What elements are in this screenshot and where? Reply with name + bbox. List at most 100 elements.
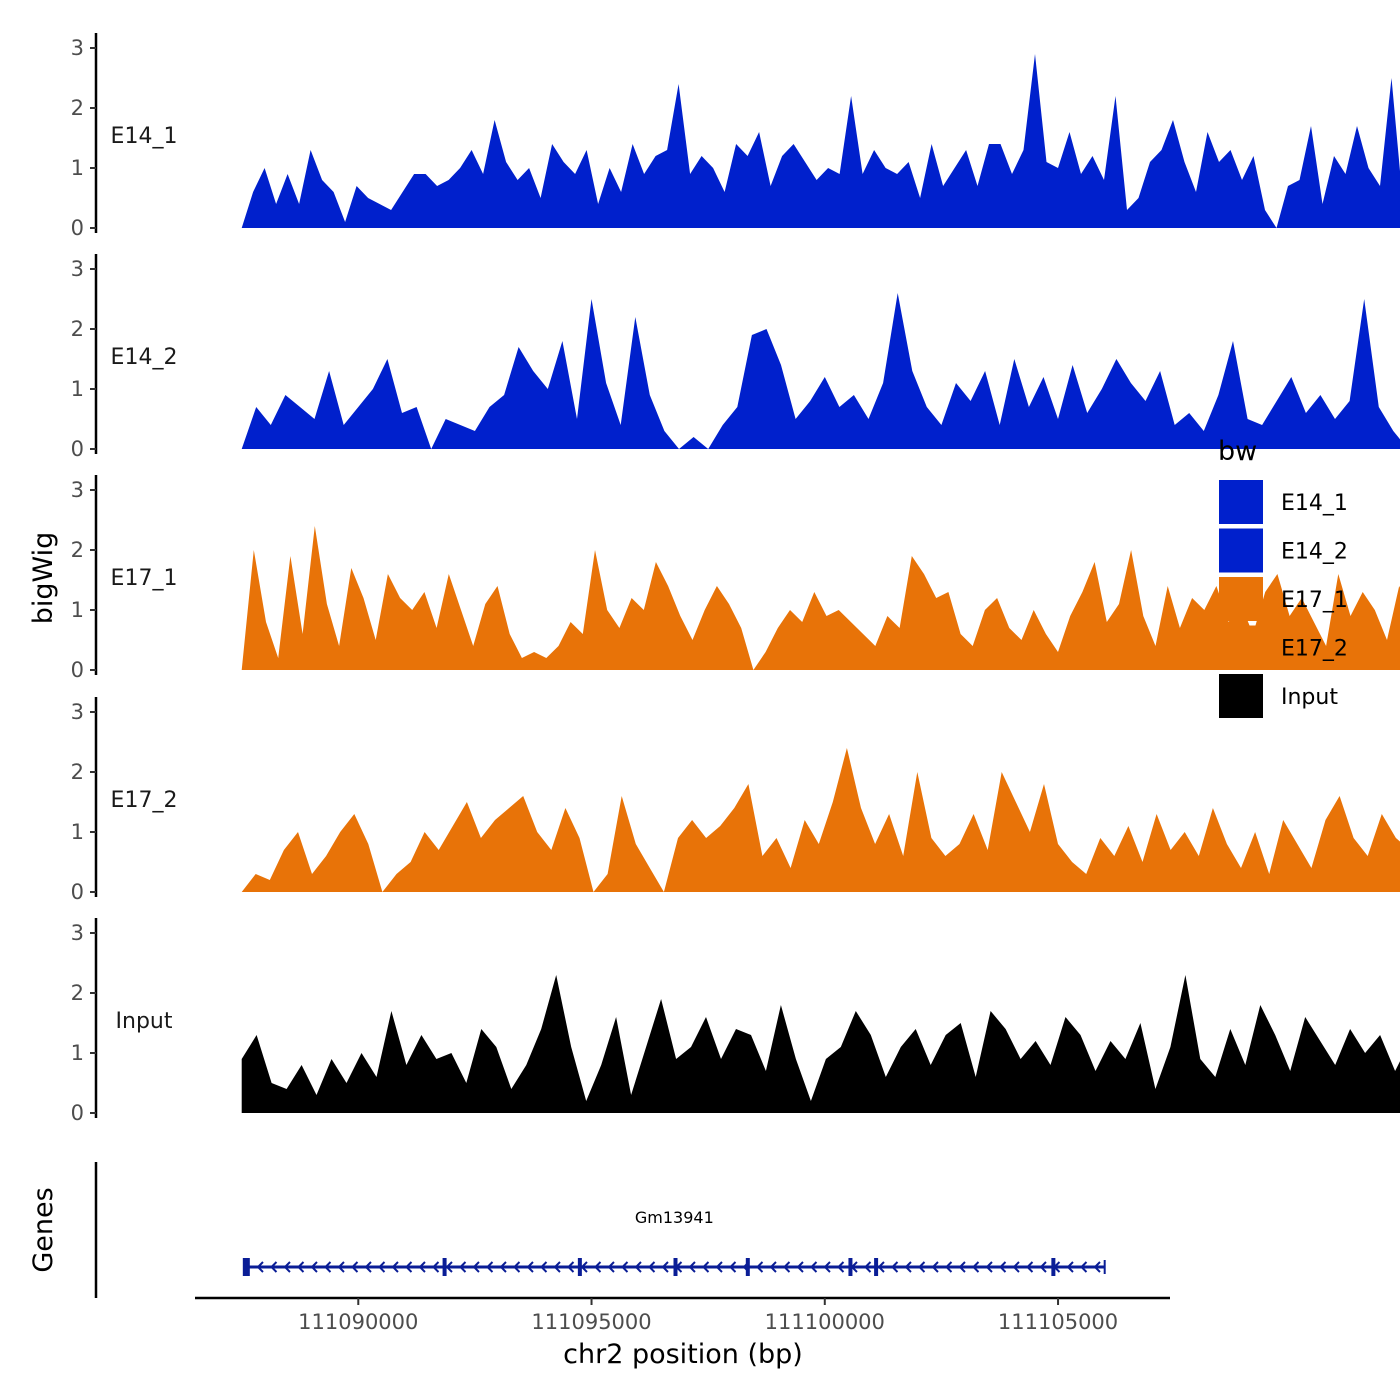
legend-swatch xyxy=(1219,625,1263,670)
strand-arrow xyxy=(1039,1261,1047,1273)
strand-arrow xyxy=(972,1261,980,1273)
y-tick-label: 2 xyxy=(71,538,84,562)
strand-arrow xyxy=(931,1261,939,1273)
y-tick-label: 3 xyxy=(71,36,84,60)
strand-arrow xyxy=(1026,1261,1034,1273)
legend-swatch xyxy=(1219,480,1263,524)
exon-block xyxy=(442,1258,447,1276)
legend-item: E14_2 xyxy=(1219,528,1348,573)
strand-arrow xyxy=(823,1261,831,1273)
strand-arrow xyxy=(1080,1261,1088,1273)
strand-arrow xyxy=(904,1261,912,1273)
x-tick-label: 111090000 xyxy=(298,1310,418,1334)
x-tick-label: 111100000 xyxy=(765,1310,885,1334)
x-tick-label: 111095000 xyxy=(531,1310,651,1334)
track-e17-2: 0 1 2 3 E17_2 xyxy=(71,697,1400,904)
strand-arrow xyxy=(688,1261,696,1273)
y-tick-label: 1 xyxy=(71,1041,84,1065)
strand-arrow xyxy=(580,1261,588,1273)
strand-arrow xyxy=(810,1261,818,1273)
track-e14-2: 0 1 2 3 E14_2 xyxy=(71,254,1400,461)
signal-area-e14-1 xyxy=(241,54,1400,228)
genes-panel: Genes Gm13941 xyxy=(28,1162,1106,1298)
strand-arrow xyxy=(999,1261,1007,1273)
strand-arrow xyxy=(634,1261,642,1273)
strand-arrow xyxy=(594,1261,602,1273)
y-tick-label: 0 xyxy=(71,216,84,240)
y-tick-label: 1 xyxy=(71,598,84,622)
y-axis-title: bigWig xyxy=(28,532,59,625)
signal-tracks: 0 1 2 3 E14_1 0 1 2 3 E14_2 0 1 2 3 E17_1 0 1 2 3 E17_2 0 1 2 3… xyxy=(71,33,1400,1125)
strand-arrow xyxy=(1012,1261,1020,1273)
legend-item: E17_2 xyxy=(1219,625,1348,670)
x-axis-title: chr2 position (bp) xyxy=(563,1339,803,1370)
y-tick-label: 1 xyxy=(71,156,84,180)
x-axis: 111090000 111095000 111100000 111105000 chr… xyxy=(195,1296,1170,1370)
legend-label: E17_2 xyxy=(1281,637,1348,662)
legend-item: E14_1 xyxy=(1219,480,1348,524)
legend-swatch xyxy=(1219,577,1263,621)
strand-arrow xyxy=(256,1261,264,1273)
strand-arrow xyxy=(526,1261,534,1273)
strand-arrow xyxy=(310,1261,318,1273)
track-label: E17_1 xyxy=(111,566,178,591)
y-tick-label: 2 xyxy=(71,96,84,120)
exon-block xyxy=(848,1258,853,1276)
strand-arrow xyxy=(432,1261,440,1273)
y-tick-label: 3 xyxy=(71,700,84,724)
y-tick-label: 2 xyxy=(71,317,84,341)
strand-arrow xyxy=(958,1261,966,1273)
strand-arrow xyxy=(513,1261,521,1273)
y-tick-label: 2 xyxy=(71,760,84,784)
exon-block xyxy=(673,1258,678,1276)
strand-arrow xyxy=(729,1261,737,1273)
exon-block xyxy=(1051,1258,1056,1276)
strand-arrow xyxy=(567,1261,575,1273)
legend: bw E14_1 E14_2 E17_1 E17_2 Input xyxy=(1218,436,1348,718)
signal-area-e14-2 xyxy=(241,293,1400,449)
legend-swatch xyxy=(1219,674,1263,718)
strand-arrow xyxy=(445,1261,453,1273)
track-label: E14_1 xyxy=(111,124,178,149)
strand-arrow xyxy=(553,1261,561,1273)
strand-arrow xyxy=(540,1261,548,1273)
genes-axis-title: Genes xyxy=(28,1187,59,1272)
strand-arrow xyxy=(378,1261,386,1273)
y-tick-label: 3 xyxy=(71,478,84,502)
strand-arrow xyxy=(472,1261,480,1273)
legend-label: E17_1 xyxy=(1281,588,1348,613)
strand-arrow xyxy=(297,1261,305,1273)
legend-swatch xyxy=(1219,528,1263,573)
exon-block xyxy=(745,1258,750,1276)
strand-arrow xyxy=(283,1261,291,1273)
strand-arrow xyxy=(756,1261,764,1273)
legend-label: E14_1 xyxy=(1281,491,1348,516)
strand-arrow xyxy=(337,1261,345,1273)
strand-arrow xyxy=(1066,1261,1074,1273)
track-e14-1: 0 1 2 3 E14_1 xyxy=(71,33,1400,240)
legend-item: E17_1 xyxy=(1219,577,1348,621)
x-ticks: 111090000 111095000 111100000 111105000 xyxy=(298,1298,1118,1334)
y-tick-label: 2 xyxy=(71,981,84,1005)
strand-arrow xyxy=(486,1261,494,1273)
strand-arrow xyxy=(351,1261,359,1273)
strand-arrow xyxy=(891,1261,899,1273)
exon-block xyxy=(242,1258,250,1276)
signal-area-e17-2 xyxy=(241,748,1400,892)
exon-block xyxy=(874,1258,879,1276)
strand-arrow xyxy=(945,1261,953,1273)
strand-arrow xyxy=(364,1261,372,1273)
strand-arrow xyxy=(324,1261,332,1273)
track-input: 0 1 2 3 Input xyxy=(71,918,1400,1125)
legend-label: E14_2 xyxy=(1281,540,1348,565)
legend-title: bw xyxy=(1218,436,1257,467)
y-tick-label: 1 xyxy=(71,377,84,401)
strand-arrow xyxy=(702,1261,710,1273)
strand-arrow xyxy=(459,1261,467,1273)
track-e17-1: 0 1 2 3 E17_1 xyxy=(71,475,1400,682)
y-tick-label: 0 xyxy=(71,880,84,904)
strand-arrow xyxy=(837,1261,845,1273)
gene-model: Gm13941 xyxy=(242,1208,1106,1276)
strand-arrow xyxy=(1093,1261,1101,1273)
